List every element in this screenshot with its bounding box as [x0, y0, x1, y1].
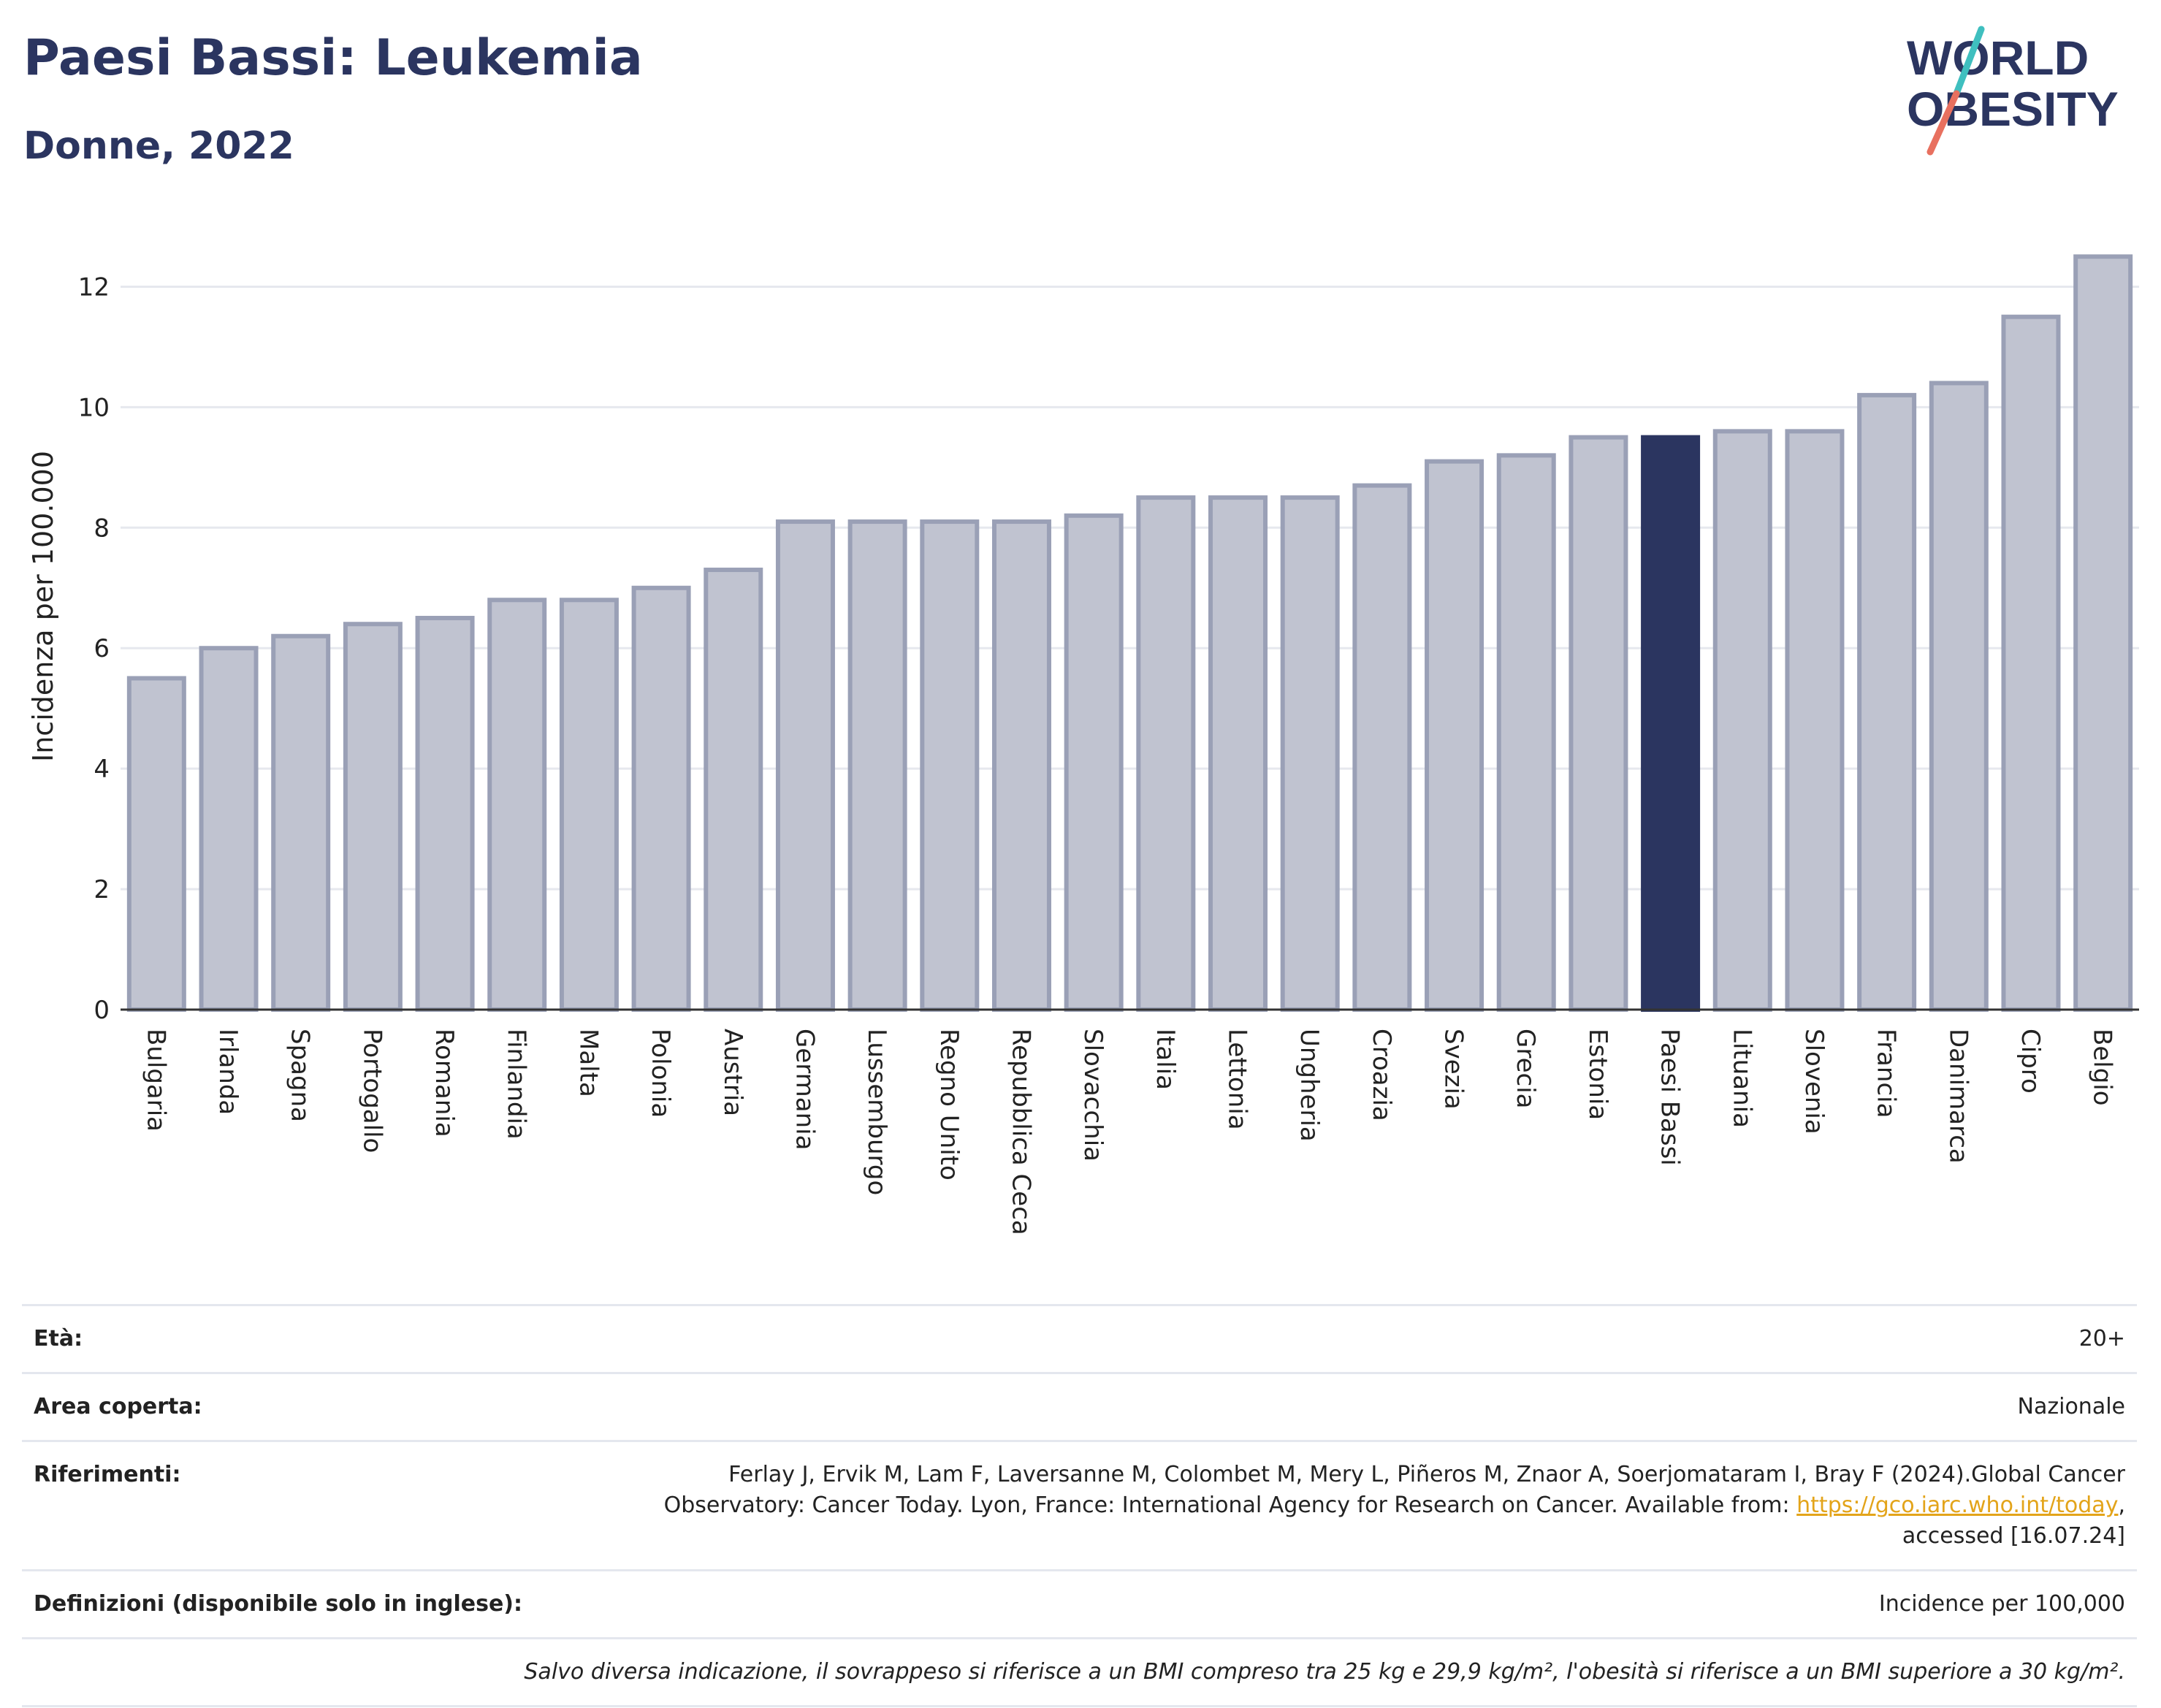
y-tick-label: 2 [94, 875, 110, 904]
x-category-label: Lettonia [1223, 1029, 1252, 1130]
x-category-label: Italia [1151, 1029, 1180, 1090]
bar-ungheria [1280, 495, 1340, 1012]
info-row-definitions: Definizioni (disponibile solo in inglese… [22, 1569, 2137, 1637]
area-value: Nazionale [2017, 1394, 2125, 1419]
bar-austria [704, 568, 763, 1012]
age-value: 20+ [2078, 1326, 2125, 1351]
info-row-references: Riferimenti: Ferlay J, Ervik M, Lam F, L… [22, 1440, 2137, 1569]
x-category-label: Polonia [646, 1029, 675, 1118]
x-category-label: Estonia [1583, 1029, 1612, 1120]
bar-portogallo [343, 622, 403, 1012]
bar-svezia [1425, 459, 1485, 1012]
info-row-note: Salvo diversa indicazione, il sovrappeso… [22, 1637, 2137, 1705]
bars [126, 254, 2133, 1013]
bar-cipro [2001, 314, 2061, 1012]
x-category-label: Belgio [2088, 1029, 2117, 1106]
bar-romania [415, 616, 475, 1012]
bar-italia [1136, 495, 1196, 1012]
x-category-label: Irlanda [213, 1029, 243, 1115]
x-category-label: Svezia [1439, 1029, 1468, 1110]
info-row-area: Area coperta: Nazionale [22, 1372, 2137, 1440]
x-category-label: Bulgaria [141, 1029, 170, 1132]
bar-slovenia [1785, 429, 1845, 1012]
x-category-label: Lussemburgo [862, 1029, 891, 1195]
y-tick-label: 4 [94, 755, 110, 784]
references-label: Riferimenti: [34, 1462, 181, 1487]
bar-repubblica-ceca [991, 519, 1051, 1012]
x-category-label: Regno Unito [934, 1029, 964, 1181]
x-category-label: Portogallo [357, 1029, 386, 1153]
bar-croazia [1352, 483, 1412, 1012]
x-category-label: Grecia [1511, 1029, 1540, 1108]
references-value: Ferlay J, Ervik M, Lam F, Laversanne M, … [591, 1460, 2125, 1552]
bar-germania [775, 519, 835, 1012]
bar-francia [1857, 392, 1917, 1012]
x-category-label: Slovenia [1799, 1029, 1829, 1135]
logo-accent-red [1926, 90, 1960, 156]
references-accessed: , accessed [16.07.24] [1902, 1492, 2125, 1549]
references-link[interactable]: https://gco.iarc.who.int/today [1796, 1492, 2119, 1518]
bar-danimarca [1929, 381, 1989, 1012]
x-category-label: Romania [430, 1029, 459, 1137]
bar-grecia [1496, 453, 1556, 1012]
x-category-label: Spagna [286, 1029, 315, 1122]
x-category-label: Finlandia [502, 1029, 531, 1140]
references-text: Ferlay J, Ervik M, Lam F, Laversanne M, … [663, 1462, 2125, 1518]
bar-malta [559, 598, 619, 1012]
bar-estonia [1569, 435, 1628, 1012]
x-category-label: Paesi Bassi [1655, 1029, 1685, 1166]
bar-regno-unito [920, 519, 980, 1012]
area-label: Area coperta: [34, 1394, 202, 1419]
y-tick-label: 10 [78, 393, 110, 422]
y-tick-label: 6 [94, 634, 110, 663]
x-axis-labels: Bulgaria Irlanda Spagna Portogallo Romania Fi… [141, 1029, 2116, 1235]
bar-lituania [1712, 429, 1772, 1012]
bar-paesi-bassi [1641, 435, 1701, 1012]
bar-irlanda [199, 646, 259, 1012]
bar-bulgaria [126, 676, 186, 1012]
x-category-label: Austria [718, 1029, 747, 1116]
x-category-label: Francia [1872, 1029, 1901, 1118]
y-tick-label: 8 [94, 514, 110, 543]
bar-chart: 0 2 4 6 8 10 12 Bulgaria Irlanda Spagna Portogall… [27, 254, 2139, 1235]
logo-accent-teal [1953, 26, 1985, 97]
bar-belgio [2073, 254, 2133, 1013]
y-axis-label: Incidenza per 100.000 [27, 451, 59, 762]
x-category-label: Repubblica Ceca [1006, 1029, 1035, 1235]
chart-title: Paesi Bassi: Leukemia [23, 29, 643, 87]
bar-slovacchia [1064, 513, 1124, 1012]
x-category-label: Croazia [1367, 1029, 1396, 1121]
x-category-label: Danimarca [1943, 1029, 1973, 1164]
y-tick-label: 0 [94, 996, 110, 1025]
y-tick-label: 12 [78, 272, 110, 302]
info-table: Età: 20+ Area coperta: Nazionale Riferim… [22, 1304, 2137, 1707]
info-row-age: Età: 20+ [22, 1304, 2137, 1372]
bar-lettonia [1208, 495, 1268, 1012]
logo-line-1: WORLD [1907, 31, 2089, 85]
world-obesity-logo: WORLD OBESITY [1907, 26, 2119, 156]
bmi-note: Salvo diversa indicazione, il sovrappeso… [524, 1659, 2125, 1685]
bar-polonia [631, 585, 691, 1012]
y-axis-ticks: 0 2 4 6 8 10 12 [78, 272, 110, 1025]
definitions-label: Definizioni (disponibile solo in inglese… [34, 1591, 522, 1617]
bar-finlandia [487, 598, 547, 1012]
x-category-label: Malta [573, 1029, 603, 1097]
age-label: Età: [34, 1326, 83, 1351]
x-category-label: Slovacchia [1078, 1029, 1108, 1162]
x-category-label: Cipro [2016, 1029, 2045, 1094]
definitions-value: Incidence per 100,000 [1878, 1591, 2125, 1617]
bar-lussemburgo [847, 519, 907, 1012]
info-bottom-border [22, 1705, 2137, 1707]
chart-subtitle: Donne, 2022 [23, 124, 294, 168]
x-category-label: Lituania [1727, 1029, 1756, 1128]
x-category-label: Ungheria [1295, 1029, 1324, 1142]
bar-spagna [271, 633, 331, 1012]
x-category-label: Germania [790, 1029, 819, 1150]
